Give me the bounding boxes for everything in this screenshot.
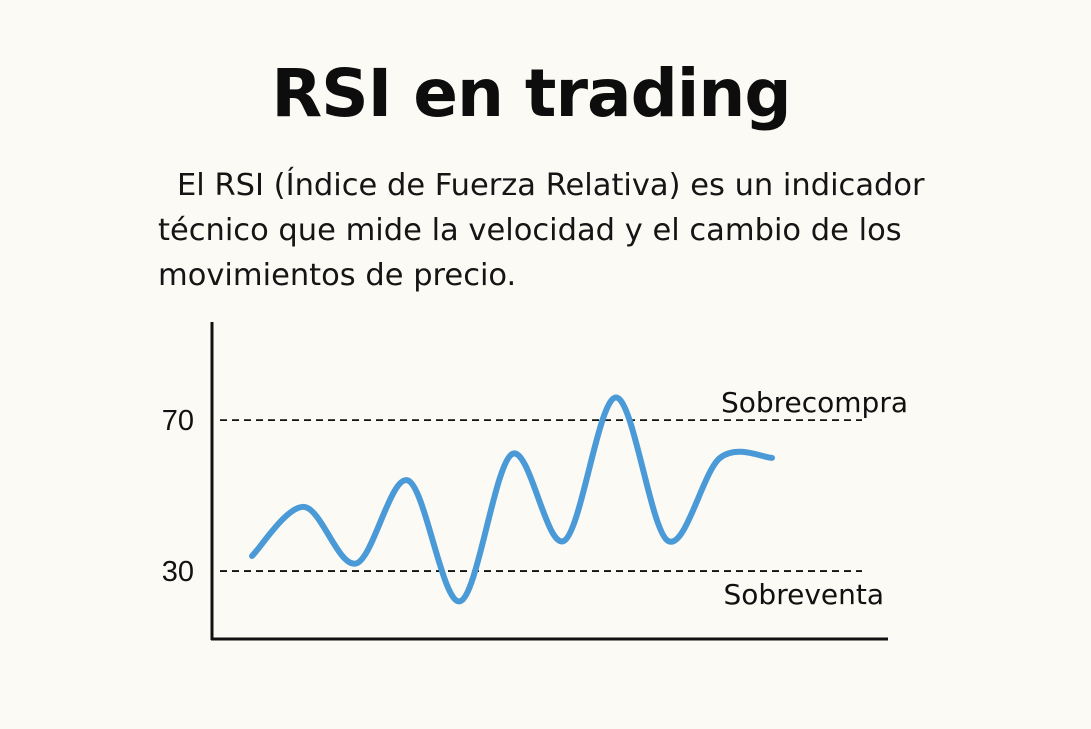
description-line-3: movimientos de precio. <box>158 258 517 293</box>
description-line-2: técnico que mide la velocidad y el cambi… <box>158 213 902 248</box>
oversold-label: Sobreventa <box>724 578 884 611</box>
description: El RSI (Índice de Fuerza Relativa) es un… <box>158 163 958 298</box>
y-tick-labels: 30 70 <box>162 405 194 588</box>
page-title: RSI en trading <box>271 55 791 132</box>
y-tick-label-30: 30 <box>162 556 194 588</box>
y-tick-label-70: 70 <box>162 405 194 437</box>
zone-labels: Sobrecompra Sobreventa <box>721 386 908 611</box>
overbought-label: Sobrecompra <box>721 386 908 419</box>
reference-lines <box>220 419 862 572</box>
rsi-series-line <box>249 394 775 605</box>
description-line-1: El RSI (Índice de Fuerza Relativa) es un… <box>177 168 925 203</box>
